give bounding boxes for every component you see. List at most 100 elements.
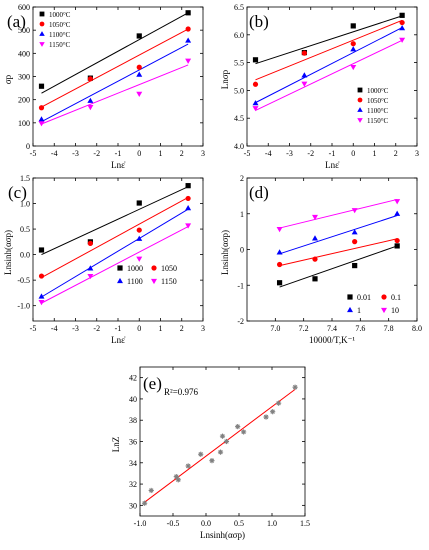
legend-marker: [39, 31, 45, 36]
x-tick-label: 3: [201, 149, 205, 158]
y-tick-label: 1.5: [20, 174, 30, 183]
data-point-1100°C: [301, 72, 308, 78]
legend-label: 0.01: [357, 293, 371, 302]
data-point-1: [312, 235, 318, 241]
fit-line-10: [279, 198, 398, 229]
legend-label: 1050: [161, 264, 177, 273]
data-point-1100°C: [185, 37, 192, 43]
y-tick-label: 0: [26, 142, 30, 151]
y-tick-label: 5.5: [234, 59, 244, 68]
y-tick-label: 0.0: [20, 251, 30, 260]
legend-label: 1150°C: [49, 41, 71, 49]
y-tick-label: 38: [129, 416, 137, 425]
panel-label: (c): [8, 183, 27, 202]
y-tick-label: 40: [129, 395, 137, 404]
data-point-0.01: [312, 276, 318, 282]
data-point-1150: [38, 300, 45, 306]
panel-label: (a): [7, 12, 26, 31]
x-axis-label: Lnε̇: [111, 160, 126, 170]
legend-label: 1100°C: [49, 31, 71, 39]
x-tick-label: -5: [244, 149, 251, 158]
data-point-10: [276, 227, 283, 233]
plot-frame: [246, 6, 418, 147]
legend-marker: [357, 87, 363, 93]
data-point-10: [351, 208, 358, 214]
data-point-1050: [87, 240, 93, 246]
x-tick-label: 1.5: [300, 519, 310, 528]
y-axis-label: σp: [3, 74, 13, 84]
legend-marker: [117, 277, 123, 284]
fit-line-1150°C: [255, 39, 403, 111]
data-point-1000: [136, 200, 142, 206]
data-point-1000: [185, 183, 191, 189]
x-tick-label: 2: [180, 324, 184, 333]
data-point-1050: [136, 227, 142, 233]
data-point-1100°C: [350, 46, 357, 52]
x-tick-label: 7.8: [384, 324, 394, 333]
data-point-e-stroke: [176, 477, 181, 483]
x-tick-label: 1.0: [267, 519, 277, 528]
x-tick-label: -2: [93, 149, 100, 158]
data-point-e: [148, 487, 154, 494]
data-point-e-stroke: [224, 439, 229, 444]
r-squared-annotation: R²=0.976: [164, 387, 199, 397]
panel-d: 7.0 7.2 7.4 7.6 7.8 8.0 -2 -1 0 1 2 10000/T,K⁻¹ Lnsi…: [220, 174, 422, 345]
data-point-1150°C: [252, 106, 259, 112]
data-point-1050°C: [87, 76, 93, 82]
x-tick-label: -4: [51, 324, 58, 333]
data-point-1000: [38, 247, 45, 253]
fit-line-1: [279, 215, 398, 255]
y-tick-label: 1.0: [20, 200, 30, 209]
data-point-1050°C: [350, 41, 356, 47]
y-tick-label: 300: [18, 73, 30, 82]
y-tick-label: 2: [240, 174, 244, 183]
fit-line-1150°C: [41, 64, 189, 125]
data-point-1150°C: [301, 81, 308, 87]
x-tick-label: 0: [351, 149, 355, 158]
data-point-1100°C: [38, 116, 45, 122]
legend-marker: [39, 11, 45, 17]
data-point-0.1: [276, 261, 283, 268]
x-tick-label: -3: [286, 149, 293, 158]
x-tick-label: 2: [394, 149, 398, 158]
data-point-e-stroke: [263, 414, 269, 420]
data-point-1000°C: [350, 23, 356, 29]
y-tick-label: 4.5: [234, 114, 244, 123]
data-point-1100: [136, 235, 143, 241]
data-point-e-stroke: [148, 488, 154, 493]
data-point-1150°C: [350, 64, 357, 71]
legend-marker: [347, 294, 353, 300]
x-tick-label: 7.2: [299, 324, 309, 333]
panel-c: -5 -4 -3 -2 -1 0 1 2 3 -1.0 -0.5 0.0 0.5 1.0 1.5 Lnε̇ Ln…: [3, 174, 205, 345]
x-tick-label: -1.0: [134, 519, 147, 528]
panel-e: -1.0 -0.5 0.0 0.5 1.0 1.5 30 32 34 36 38 40 42 Lnsinh…: [111, 366, 310, 540]
x-tick-label: -1: [115, 324, 122, 333]
fit-line-1000°C: [41, 12, 189, 94]
panel-label: (e): [143, 374, 162, 393]
y-tick-label: 0.5: [20, 225, 30, 234]
y-tick-label: 6.0: [234, 31, 244, 40]
legend-marker: [347, 306, 353, 313]
data-point-e: [198, 451, 204, 457]
legend-marker: [117, 265, 123, 271]
x-tick-label: 8.0: [412, 324, 422, 333]
legend-marker: [357, 107, 363, 112]
data-point-1100°C: [136, 71, 143, 77]
x-tick-label: 3: [201, 324, 205, 333]
legend-marker: [357, 97, 363, 103]
data-point-1050°C: [301, 50, 307, 56]
y-tick-label: -2: [237, 317, 244, 326]
x-axis-label: 10000/T,K⁻¹: [309, 335, 355, 345]
data-point-e: [219, 433, 226, 439]
data-point-1000°C: [399, 12, 405, 18]
legend-label: 1000: [127, 264, 143, 273]
y-tick-label: 4.0: [234, 142, 244, 151]
data-point-1000°C: [185, 10, 191, 16]
data-point-1050°C: [38, 105, 45, 111]
legend-label: 1050°C: [49, 21, 71, 29]
data-point-e-stroke: [198, 452, 203, 457]
x-tick-label: -3: [72, 324, 79, 333]
data-point-1150: [87, 273, 94, 280]
data-point-1150°C: [87, 105, 94, 111]
data-point-0.1: [394, 237, 400, 244]
